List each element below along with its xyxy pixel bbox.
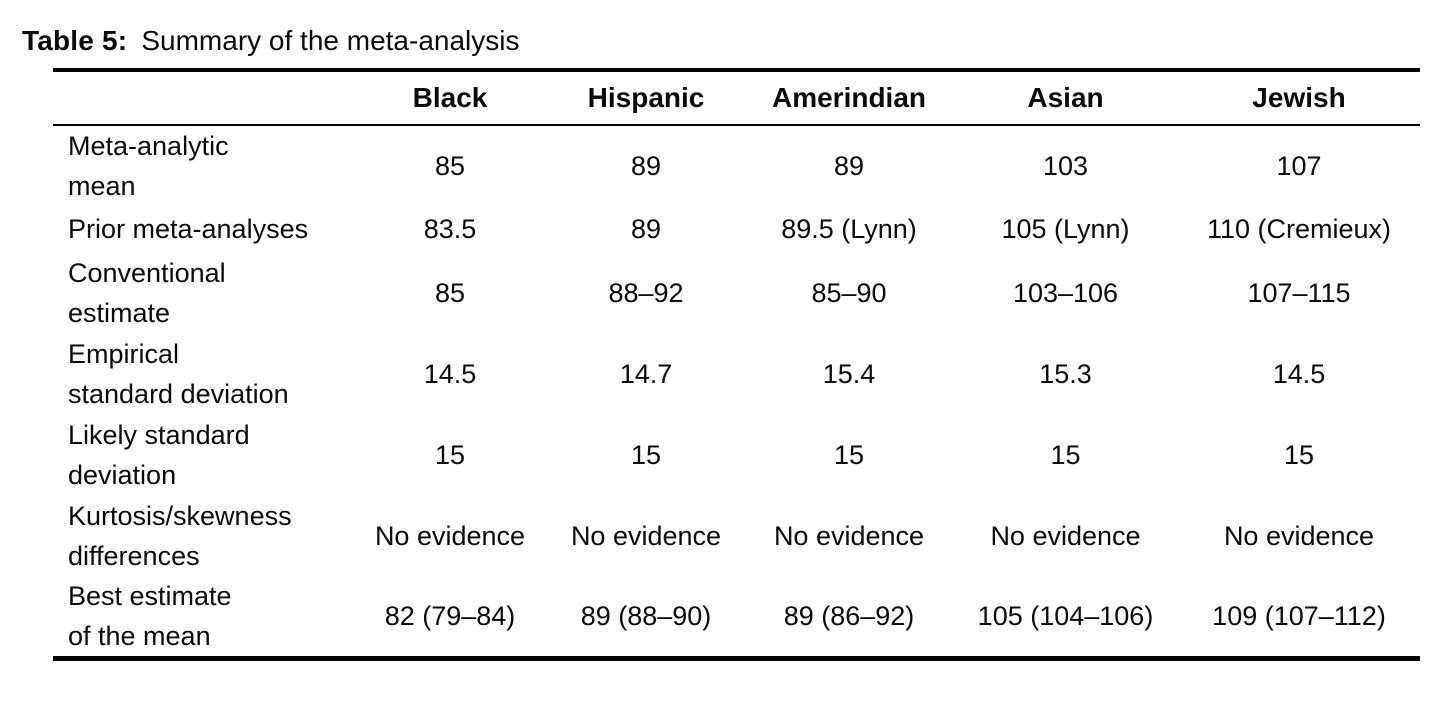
row-label: Kurtosis/skewness differences <box>53 495 353 576</box>
table-cell: 107 <box>1276 151 1322 181</box>
row-label: Likely standard deviation <box>53 414 353 495</box>
table-cell: 105 (104–106) <box>977 601 1154 631</box>
table-cell: 85 <box>434 151 466 181</box>
table-cell: 15 <box>1050 439 1081 470</box>
column-header-black: Black <box>353 70 547 126</box>
column-header-jewish: Jewish <box>1178 70 1420 126</box>
row-label-line: Best estimate <box>68 581 232 611</box>
header-empty-cell <box>53 70 353 126</box>
table-cell: 103–106 <box>1012 277 1119 308</box>
table-cell: No evidence <box>374 520 526 551</box>
table-cell: 89 <box>630 151 662 181</box>
row-label: Empirical standard deviation <box>53 333 353 414</box>
table-row-conventional-estimate: Conventional estimate 85 88–92 85–90 103… <box>53 252 1420 333</box>
table-caption: Table 5: Summary of the meta-analysis <box>22 24 519 58</box>
table-cell: 107–115 <box>1247 277 1351 308</box>
table-cell: No evidence <box>773 520 925 551</box>
row-label: Meta-analytic mean <box>53 125 353 206</box>
row-label: Best estimate of the mean <box>53 576 353 659</box>
table-cell: 88–92 <box>608 277 684 308</box>
table-cell: No evidence <box>570 520 722 551</box>
row-label-line: standard deviation <box>68 378 289 409</box>
table-cell: 15.3 <box>1039 358 1092 389</box>
table-cell: No evidence <box>1223 520 1375 551</box>
table-row-likely-standard-deviation: Likely standard deviation 15 15 15 15 15 <box>53 414 1420 495</box>
row-label-line: Meta-analytic <box>68 131 229 161</box>
column-header-asian: Asian <box>953 70 1178 126</box>
row-label-line: Empirical <box>68 338 180 369</box>
row-label-line: Likely standard <box>68 419 250 450</box>
column-header-amerindian: Amerindian <box>745 70 953 126</box>
table-cell: 15.4 <box>822 358 876 389</box>
table-row-kurtosis-skewness-differences: Kurtosis/skewness differences No evidenc… <box>53 495 1420 576</box>
row-label-line: Conventional <box>68 257 226 288</box>
row-label: Conventional estimate <box>53 252 353 333</box>
table-cell: 15 <box>434 439 466 470</box>
table-cell: 15 <box>1283 439 1315 470</box>
table-cell: 89 (88–90) <box>580 601 712 631</box>
row-label-line: Prior meta-analyses <box>68 214 309 244</box>
table-cell: No evidence <box>990 520 1141 551</box>
table-cell: 89 <box>630 214 662 244</box>
table-cell: 110 (Cremieux) <box>1206 214 1392 244</box>
table-row-empirical-standard-deviation: Empirical standard deviation 14.5 14.7 1… <box>53 333 1420 414</box>
meta-analysis-table: Black Hispanic Amerindian Asian Jewish M… <box>53 68 1420 661</box>
table-cell: 15 <box>833 439 865 470</box>
table-cell: 105 (Lynn) <box>1001 214 1130 244</box>
table-cell: 82 (79–84) <box>384 601 516 631</box>
table-cell: 89.5 (Lynn) <box>781 214 917 244</box>
table-cell: 83.5 <box>423 214 477 244</box>
table-cell: 89 <box>833 151 865 181</box>
table-cell: 109 (107–112) <box>1212 601 1386 631</box>
row-label-line: of the mean <box>68 621 211 651</box>
table-cell: 85 <box>434 277 466 308</box>
row-label-line: estimate <box>68 297 171 328</box>
row-label-line: mean <box>68 171 136 201</box>
column-header-hispanic: Hispanic <box>547 70 745 126</box>
table-cell: 103 <box>1042 151 1089 181</box>
table-row-prior-meta-analyses: Prior meta-analyses 83.5 89 89.5 (Lynn) … <box>53 206 1420 252</box>
table-row-best-estimate-of-the-mean: Best estimate of the mean 82 (79–84) 89 … <box>53 576 1420 659</box>
table-caption-number: Table 5: <box>22 25 128 56</box>
table-cell: 14.5 <box>1272 358 1326 389</box>
header-row: Black Hispanic Amerindian Asian Jewish <box>53 70 1420 126</box>
row-label-line: Kurtosis/skewness <box>68 500 292 531</box>
table-cell: 14.7 <box>619 358 673 389</box>
row-label: Prior meta-analyses <box>53 206 353 252</box>
table-cell: 15 <box>630 439 662 470</box>
table-caption-text: Summary of the meta-analysis <box>141 25 520 56</box>
table-cell: 89 (86–92) <box>783 601 915 631</box>
table-cell: 85–90 <box>811 277 887 308</box>
table-cell: 14.5 <box>423 358 477 389</box>
row-label-line: deviation <box>68 459 177 490</box>
row-label-line: differences <box>68 540 200 571</box>
table-row-meta-analytic-mean: Meta-analytic mean 85 89 89 103 107 <box>53 125 1420 206</box>
